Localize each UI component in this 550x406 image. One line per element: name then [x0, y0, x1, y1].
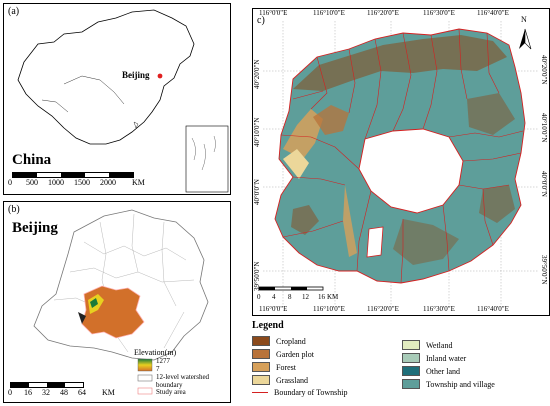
bottom-coord: 116°30'0"E	[423, 305, 455, 313]
china-outline-map	[17, 9, 229, 193]
garden-plot-swatch	[252, 349, 270, 359]
scale-tick: 64	[78, 388, 86, 397]
top-coord: 116°30'0"E	[423, 9, 455, 17]
scale-tick: 2000	[100, 178, 116, 187]
land-use-legend: Legend Cropland Garden plot Forest Grass…	[252, 320, 548, 404]
land-use-map	[258, 21, 539, 305]
right-coord: 39°50'0"N	[540, 255, 548, 285]
china-country-label: China	[12, 152, 52, 168]
scale-tick: 8	[288, 293, 292, 301]
scale-tick: 12	[302, 293, 309, 301]
scale-tick: 16	[318, 293, 325, 301]
legend-item-label: Township and village	[426, 379, 495, 389]
scale-unit: KM	[102, 388, 115, 397]
left-coord: 40°10'0"N	[253, 117, 261, 147]
legend-item-garden-plot: Garden plot	[252, 349, 314, 359]
beijing-marker	[157, 73, 163, 79]
scale-tick: 500	[26, 178, 38, 187]
legend-item-label: Grassland	[276, 375, 308, 385]
bottom-coord: 116°10'0"E	[313, 305, 345, 313]
legend-item-label: Boundary of Township	[274, 388, 348, 397]
legend-item-wetland: Wetland	[402, 340, 452, 350]
scale-unit: KM	[132, 178, 145, 187]
legend-item-label: Garden plot	[276, 349, 314, 359]
legend-item-label: Cropland	[276, 336, 306, 346]
left-coord: 39°50'0"N	[253, 261, 261, 291]
top-coord: 116°20'0"E	[367, 9, 399, 17]
right-coord: 40°20'0"N	[540, 55, 548, 85]
legend-item-label: Inland water	[426, 353, 467, 363]
elevation-min: 7	[156, 365, 160, 373]
panel-a-china-map: (a) Beijing China 0 500 1000 1500 2000 K…	[3, 3, 231, 195]
elevation-legend-title: Elevation(m)	[134, 348, 177, 357]
left-coord: 40°20'0"N	[253, 59, 261, 89]
top-coord: 116°40'0"E	[477, 9, 509, 17]
left-coord: 40°0'0"N	[253, 179, 261, 205]
panel-c-study-area-map: c)	[252, 8, 550, 316]
legend-item-label: Other land	[426, 366, 460, 376]
legend-item-boundary: Boundary of Township	[252, 388, 348, 397]
grassland-swatch	[252, 375, 270, 385]
legend-item-other-land: Other land	[402, 366, 460, 376]
right-coord: 40°0'0"N	[540, 171, 548, 197]
study-area-swatch	[137, 387, 153, 395]
bottom-coord: 116°0'0"E	[259, 305, 288, 313]
township-village-swatch	[402, 379, 420, 389]
bottom-coord: 116°20'0"E	[367, 305, 399, 313]
legend-item-cropland: Cropland	[252, 336, 306, 346]
bottom-coord: 116°40'0"E	[477, 305, 509, 313]
panel-a-label: (a)	[8, 6, 20, 17]
scale-tick: 4	[272, 293, 276, 301]
elevation-ramp	[137, 358, 153, 372]
beijing-watershed-map	[33, 209, 209, 395]
legend-item-label: Wetland	[426, 340, 453, 350]
scale-tick: 0	[257, 293, 261, 301]
watershed-legend-label-cont: boundary	[156, 381, 183, 389]
panel-b-beijing-map: (b) Beijing Elevation(m) 1277	[3, 201, 231, 403]
scale-tick: 32	[42, 388, 50, 397]
legend-item-grassland: Grassland	[252, 375, 308, 385]
legend-item-inland-water: Inland water	[402, 353, 466, 363]
scale-tick: 0	[8, 388, 12, 397]
panel-b-label: (b)	[8, 204, 20, 215]
legend-item-forest: Forest	[252, 362, 296, 372]
panel-c-label: c)	[257, 15, 265, 26]
legend-item-township-village: Township and village	[402, 379, 495, 389]
scale-tick: 48	[60, 388, 68, 397]
other-land-swatch	[402, 366, 420, 376]
beijing-city-label: Beijing	[122, 70, 150, 80]
top-coord: 116°10'0"E	[313, 9, 345, 17]
legend-item-label: Forest	[276, 362, 296, 372]
panel-c-scale-bar	[258, 286, 324, 291]
north-arrow-icon	[519, 28, 532, 50]
boundary-line-swatch	[252, 392, 268, 393]
scale-tick: 0	[8, 178, 12, 187]
panel-b-scale-bar	[10, 382, 84, 388]
north-label: N	[521, 15, 527, 24]
wetland-swatch	[402, 340, 420, 350]
inland-water-swatch	[402, 353, 420, 363]
watershed-swatch	[137, 374, 153, 382]
forest-swatch	[252, 362, 270, 372]
cropland-swatch	[252, 336, 270, 346]
central-urban-gap	[358, 128, 464, 214]
scale-tick: 16	[24, 388, 32, 397]
right-coord: 40°10'0"N	[540, 113, 548, 143]
top-coord: 116°0'0"E	[259, 9, 288, 17]
study-area-legend-label: Study area	[156, 388, 186, 396]
panel-b-title: Beijing	[12, 220, 58, 236]
scale-tick: 1000	[48, 178, 64, 187]
watershed-legend-label: 12-level watershed	[156, 373, 210, 381]
legend-title: Legend	[252, 320, 284, 331]
scale-unit: KM	[327, 293, 339, 301]
elevation-max: 1277	[156, 357, 170, 365]
scale-tick: 1500	[74, 178, 90, 187]
panel-a-scale-bar	[12, 172, 134, 178]
